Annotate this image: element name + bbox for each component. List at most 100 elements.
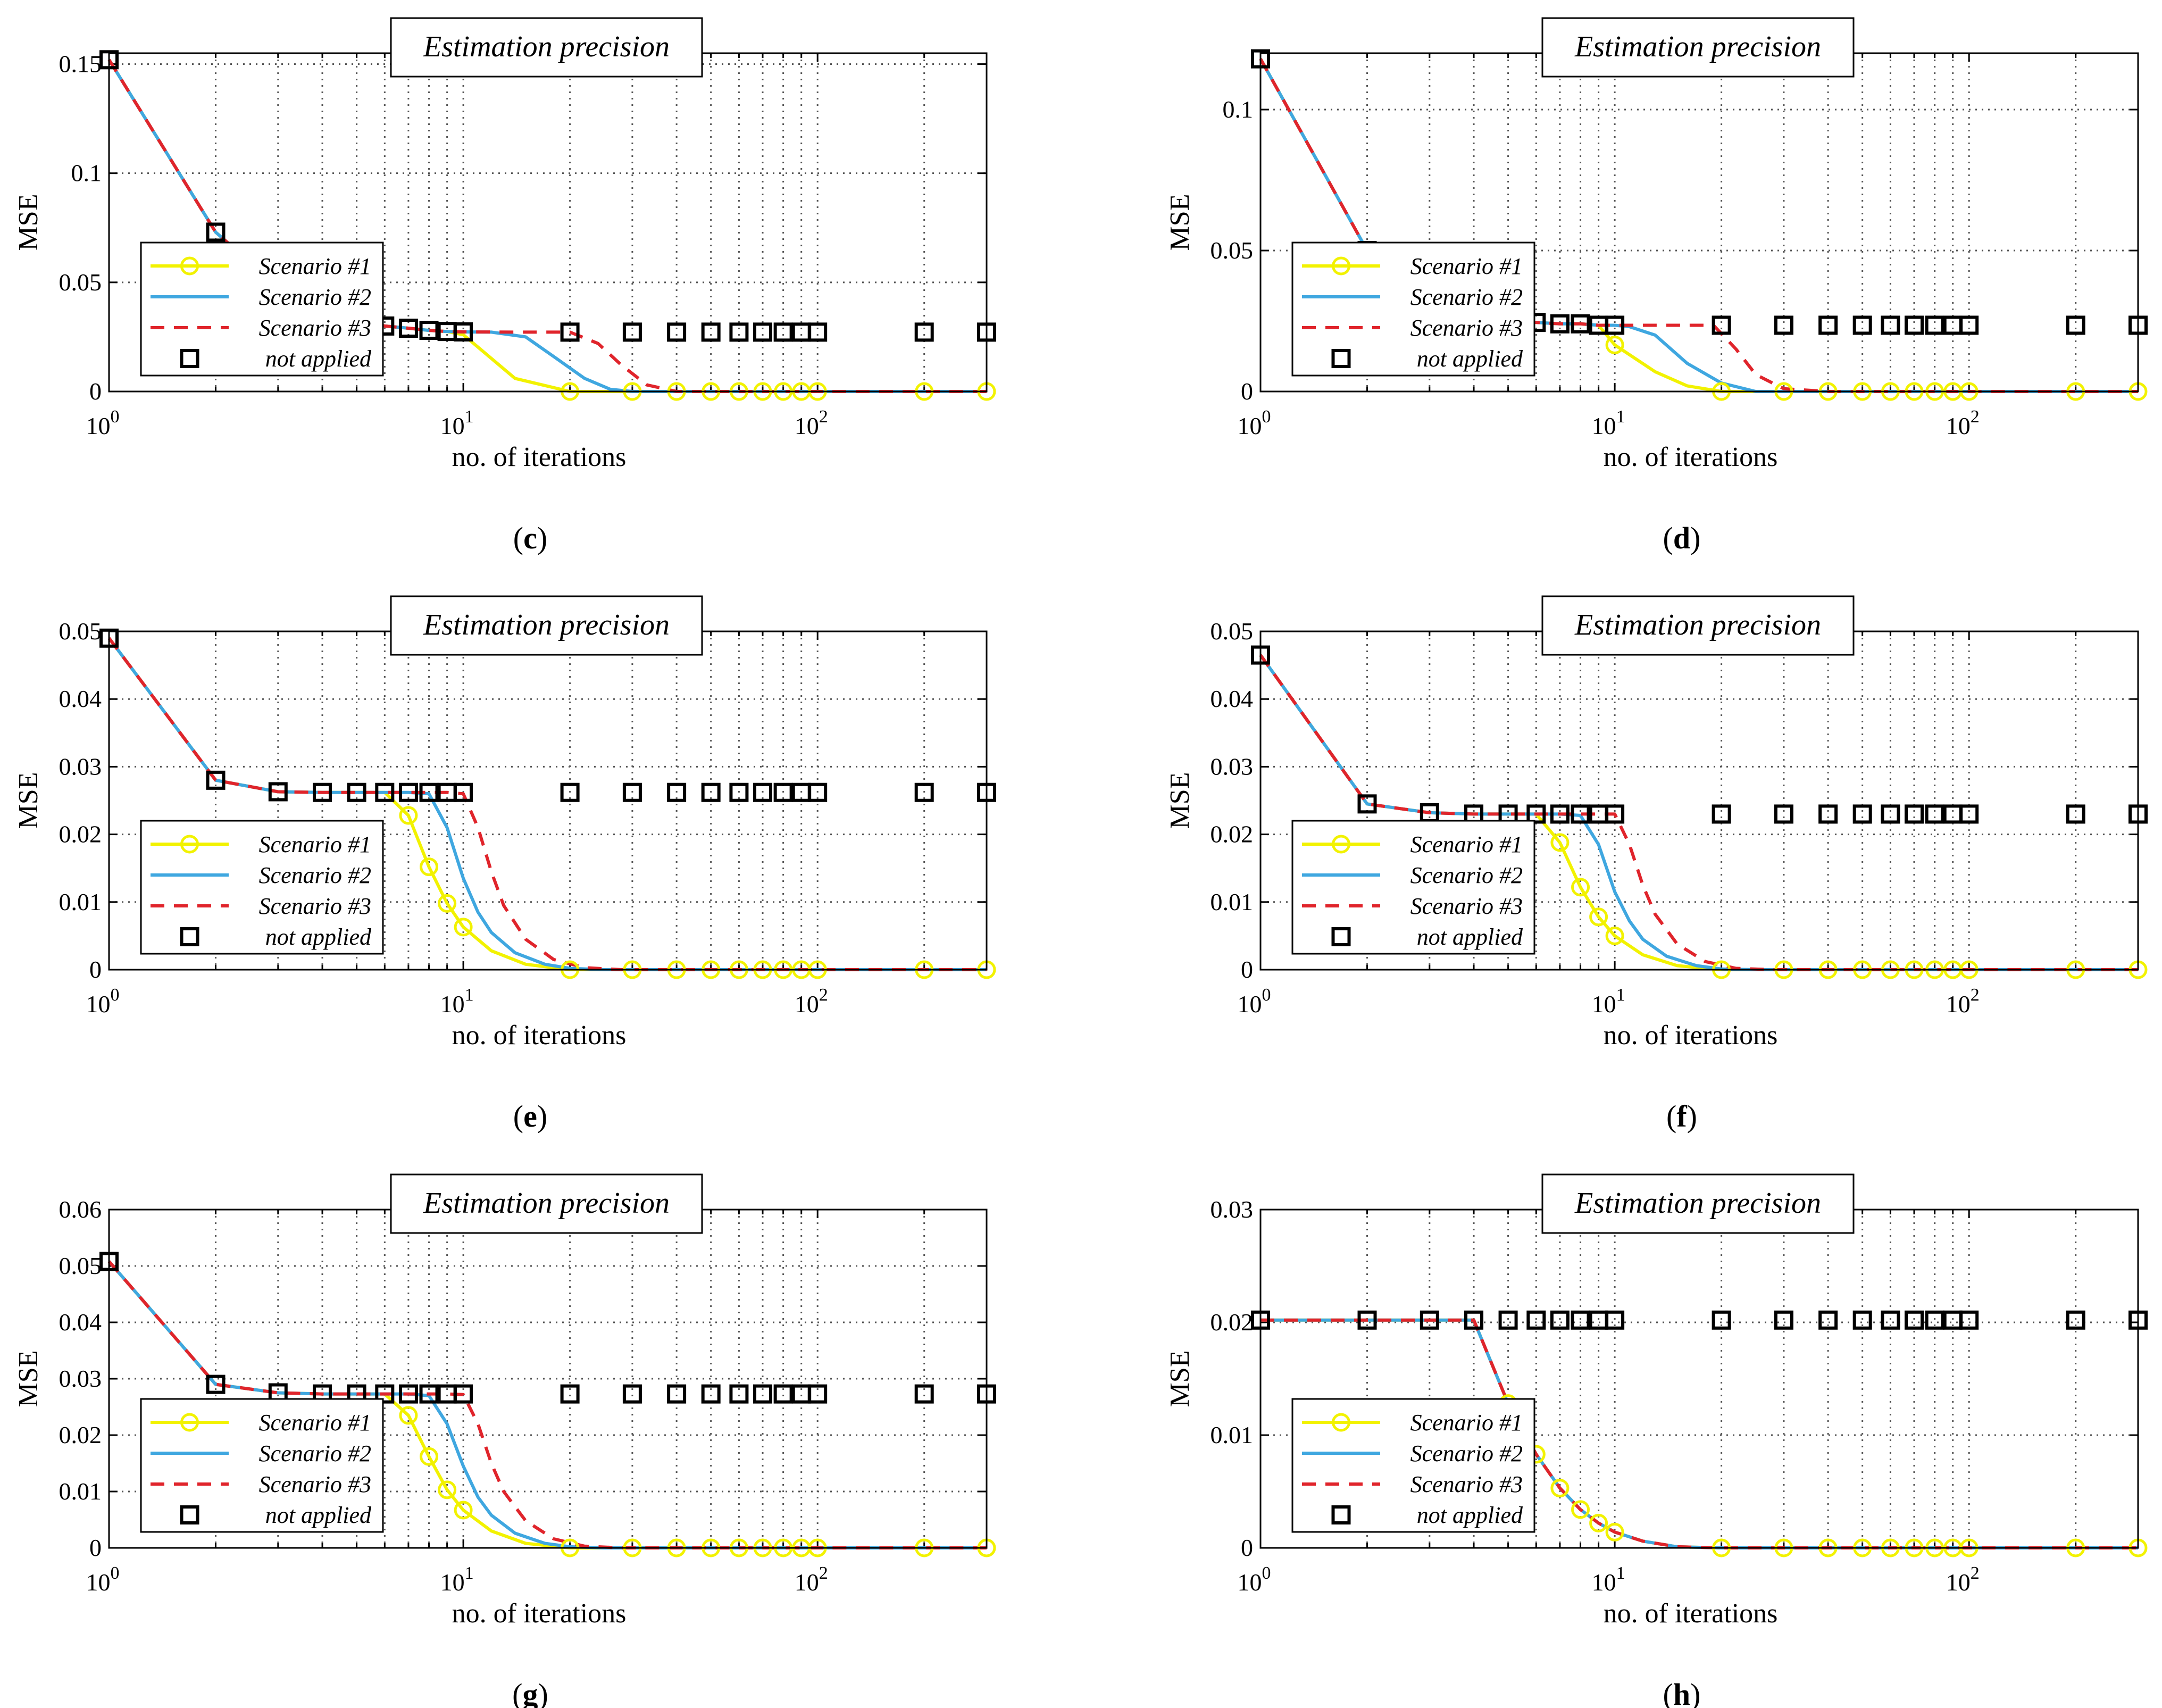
legend-swatch-circle — [1332, 1413, 1350, 1432]
x-tick-label-base: 10 — [440, 990, 465, 1018]
y-tick-label: 0.06 — [59, 1196, 102, 1223]
series-marker-square — [206, 222, 226, 242]
x-tick-label: 100 — [1238, 1563, 1271, 1596]
y-axis-label: MSE — [13, 194, 44, 251]
legend: Scenario #1 Scenario #2 Scenario #3 not app… — [140, 1398, 384, 1533]
series-marker-circle — [420, 1447, 439, 1466]
legend-label: Scenario #3 — [1410, 893, 1523, 919]
legend: Scenario #1 Scenario #2 Scenario #3 not app… — [140, 241, 384, 377]
y-tick-label: 0.03 — [59, 1365, 102, 1392]
y-tick-label: 0.02 — [1211, 1309, 1254, 1336]
y-axis-label: MSE — [1165, 194, 1195, 251]
series-marker-square — [1712, 315, 1731, 335]
legend-label: not applied — [265, 346, 372, 372]
x-tick-label: 101 — [1592, 985, 1625, 1018]
x-axis-label: no. of iterations — [1604, 442, 1778, 472]
series-marker-circle — [1571, 878, 1590, 897]
legend-label: Scenario #1 — [1410, 1410, 1523, 1436]
series-line-3 — [1259, 654, 2138, 971]
series-marker-square — [622, 1384, 642, 1404]
caption-close-paren: ) — [1690, 521, 1700, 555]
y-tick-label: 0.1 — [71, 160, 102, 187]
x-axis-label: no. of iterations — [1604, 1598, 1778, 1629]
x-tick-label: 100 — [1238, 407, 1271, 439]
series-marker-square — [419, 782, 439, 802]
series-marker-square — [753, 322, 773, 342]
x-tick-label-base: 10 — [795, 412, 819, 439]
legend-label: Scenario #1 — [1410, 831, 1523, 857]
legend-label: Scenario #3 — [259, 1471, 371, 1497]
series-marker-circle — [454, 918, 473, 937]
series-marker-square — [419, 321, 439, 340]
series-line-3 — [107, 1260, 987, 1549]
title-box — [1541, 595, 1855, 656]
x-tick-label-base: 10 — [440, 412, 465, 439]
caption-open-paren: ( — [513, 1099, 523, 1134]
series-marker-square — [313, 782, 332, 802]
x-axis-label: no. of iterations — [452, 1598, 627, 1629]
y-tick-label: 0.02 — [1211, 821, 1254, 848]
series-marker-circle — [1589, 1513, 1608, 1532]
x-tick-label: 101 — [440, 985, 474, 1018]
x-tick-label: 101 — [440, 407, 474, 439]
x-tick-label: 100 — [1238, 985, 1271, 1018]
series-marker-square — [1881, 804, 1900, 824]
legend: Scenario #1 Scenario #2 Scenario #3 not app… — [140, 820, 384, 955]
legend-swatch-square — [1331, 349, 1351, 368]
x-tick-label-base: 10 — [1946, 990, 1971, 1018]
x-tick-label-base: 10 — [1238, 412, 1262, 439]
series-marker-square — [1526, 804, 1546, 824]
legend-swatch-circle — [1332, 835, 1350, 854]
panel-caption: (d) — [1663, 521, 1701, 555]
x-tick-label-exponent: 1 — [1616, 1563, 1625, 1583]
y-tick-label: 0.1 — [1223, 96, 1254, 123]
y-tick-label: 0.01 — [59, 1478, 102, 1505]
legend: Scenario #1 Scenario #2 Scenario #3 not app… — [1291, 1398, 1535, 1533]
x-tick-label-base: 10 — [86, 990, 111, 1018]
caption-letter: c — [523, 521, 537, 555]
series-marker-square — [667, 322, 687, 342]
x-tick-label: 102 — [1946, 985, 1980, 1018]
title-box — [1541, 17, 1855, 78]
x-tick-label-exponent: 1 — [465, 985, 474, 1005]
series-marker-square — [375, 1384, 395, 1404]
chart-title: Estimation precision — [1574, 1187, 1821, 1220]
caption-close-paren: ) — [537, 1099, 547, 1134]
series-marker-square — [914, 322, 934, 342]
y-tick-label: 0.04 — [1211, 685, 1254, 712]
x-tick-label-exponent: 0 — [111, 1563, 120, 1583]
y-tick-label: 0.05 — [59, 269, 102, 296]
series-marker-square — [1905, 315, 1924, 335]
caption-letter: f — [1676, 1099, 1687, 1134]
x-tick-label-exponent: 0 — [111, 985, 120, 1005]
legend-label: Scenario #2 — [1410, 1440, 1523, 1467]
legend-swatch-circle — [180, 1413, 199, 1432]
x-tick-label-exponent: 2 — [819, 1563, 828, 1583]
y-tick-label: 0.02 — [59, 821, 102, 848]
title-box — [390, 595, 703, 656]
series-marker-square — [1712, 804, 1731, 824]
legend-swatch-square — [180, 1505, 199, 1524]
series-marker-circle — [1589, 907, 1608, 927]
x-tick-label-base: 10 — [1592, 990, 1616, 1018]
x-tick-label-exponent: 1 — [1616, 985, 1625, 1005]
panel-caption: (f) — [1666, 1099, 1697, 1134]
series-marker-square — [1712, 1310, 1731, 1330]
legend-swatch-circle — [1332, 256, 1350, 276]
x-tick-label-base: 10 — [1238, 1569, 1262, 1596]
legend-swatch-square — [1331, 927, 1351, 946]
series-marker-square — [808, 322, 828, 342]
series-marker-square — [1959, 315, 1979, 335]
series-marker-circle — [1571, 1500, 1590, 1519]
x-tick-label: 100 — [86, 1563, 120, 1596]
legend-label: Scenario #1 — [259, 831, 371, 857]
series-marker-square — [206, 770, 226, 790]
legend: Scenario #1 Scenario #2 Scenario #3 not app… — [1291, 241, 1535, 377]
series-marker-circle — [420, 857, 439, 877]
series-marker-square — [1605, 1310, 1625, 1330]
series-marker-square — [454, 1384, 473, 1404]
legend-swatch-circle — [180, 256, 199, 276]
y-axis-label: MSE — [1165, 772, 1195, 829]
